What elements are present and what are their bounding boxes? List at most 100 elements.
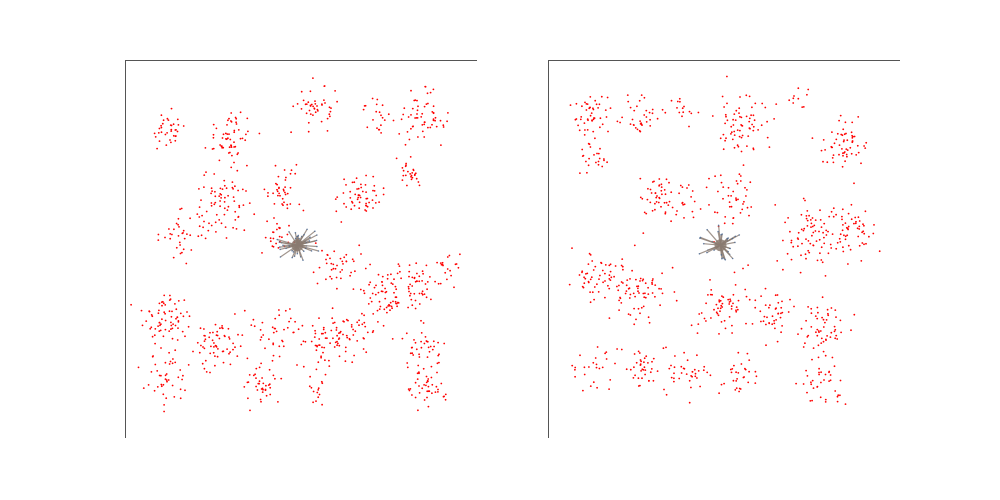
scatter-point [230,144,233,147]
scatter-point [854,222,857,225]
scatter-point [233,146,235,148]
hub-node [314,230,316,232]
scatter-point [850,218,853,221]
scatter-point [768,306,770,309]
scatter-point [730,195,732,197]
scatter-point [748,370,750,373]
scatter-point [407,170,409,173]
scatter-point [317,389,320,391]
scatter-point [812,347,815,349]
scatter-point [261,391,264,393]
scatter-point [252,318,255,321]
scatter-point [330,262,333,265]
scatter-point [196,213,199,216]
scatter-point [719,137,722,140]
scatter-point [380,114,382,117]
scatter-point [337,342,339,345]
scatter-point [759,310,762,313]
scatter-point [598,367,601,370]
scatter-point [386,277,389,280]
hub-node [292,251,295,253]
scatter-point [366,331,369,334]
scatter-point [667,204,670,207]
scatter-point [258,380,261,383]
scatter-point [723,382,725,385]
scatter-point [377,291,380,294]
scatter-point [214,323,217,326]
scatter-point [610,276,613,279]
scatter-point [818,373,820,376]
scatter-point [173,396,176,398]
scatter-point [678,377,681,380]
scatter-point [402,169,405,172]
scatter-point [596,386,598,389]
scatter-point [237,333,239,336]
hub-node [308,240,311,242]
scatter-point [325,258,327,261]
scatter-point [829,243,832,246]
scatter-point [700,312,703,314]
scatter-point [171,362,174,365]
scatter-point [334,198,337,201]
scatter-point [320,120,323,123]
scatter-point [774,327,776,330]
scatter-point [646,198,649,201]
scatter-point [168,228,170,230]
scatter-point [805,238,807,241]
scatter-point [625,368,628,371]
scatter-point [208,222,210,225]
scatter-point [226,348,228,350]
scatter-point [776,260,779,262]
scatter-point [847,212,850,215]
scatter-point [842,224,844,226]
scatter-point [728,205,731,208]
scatter-point [670,220,672,223]
scatter-point [434,116,437,119]
scatter-point [642,305,645,308]
scatter-point [586,103,589,105]
scatter-point [735,198,738,201]
scatter-point [275,182,277,185]
scatter-point [832,215,835,218]
scatter-point [602,281,604,284]
scatter-point [835,334,838,337]
scatter-point [656,370,659,372]
scatter-point [358,324,360,327]
scatter-point [413,292,416,295]
scatter-point [342,192,345,194]
scatter-point [699,385,701,388]
scatter-point [683,217,685,219]
scatter-point [827,314,830,317]
scatter-point [846,234,849,237]
scatter-point [330,277,333,280]
scatter-point [292,331,295,334]
scatter-point [857,116,860,118]
scatter-point [655,201,658,203]
scatter-point [177,235,180,237]
scatter-point [211,190,213,193]
scatter-point [198,216,201,218]
scatter-point [237,152,239,154]
scatter-point [850,131,853,134]
scatter-point [389,309,391,312]
scatter-point [218,195,221,198]
scatter-point [263,188,266,191]
scatter-point [574,118,577,121]
scatter-point [162,335,165,338]
scatter-point [317,396,320,399]
scatter-point [597,163,600,166]
scatter-point [268,383,271,386]
scatter-point [434,280,436,283]
scatter-point [408,138,411,141]
scatter-point [274,164,277,167]
scatter-point [841,148,843,150]
scatter-point [427,390,430,393]
scatter-point [162,383,165,386]
scatter-point [725,137,727,140]
scatter-point [177,376,180,379]
scatter-point [846,149,849,151]
scatter-point [454,263,457,266]
scatter-point [418,356,421,358]
scatter-point [636,105,638,108]
